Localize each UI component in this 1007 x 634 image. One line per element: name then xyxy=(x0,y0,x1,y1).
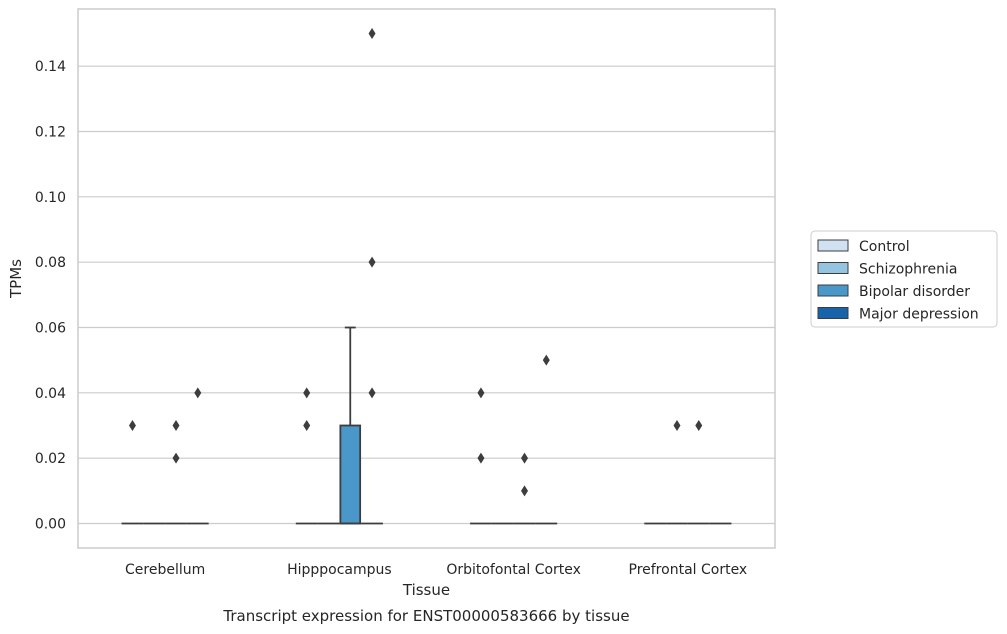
box-orbitofontal-cortex-major-depression xyxy=(535,354,558,525)
box-prefrontal-cortex-schizophrenia xyxy=(666,420,688,525)
x-tick-label: Cerebellum xyxy=(125,562,205,578)
box-cerebellum-control xyxy=(121,420,144,525)
legend-swatch xyxy=(817,262,849,274)
box-prefrontal-cortex-bipolar-disorder xyxy=(687,420,710,525)
box-hipppocampus-major-depression xyxy=(361,28,383,525)
legend-swatch xyxy=(817,307,849,319)
outlier-point xyxy=(368,387,376,399)
outlier-point xyxy=(128,420,136,431)
outlier-point xyxy=(303,387,311,399)
legend-frame xyxy=(810,230,998,328)
y-tick-label: 0.10 xyxy=(35,190,66,206)
y-tick-label: 0.14 xyxy=(35,59,66,75)
plot-frame xyxy=(77,8,776,549)
x-tick-label: Orbitofontal Cortex xyxy=(446,562,581,578)
y-axis-label: TPMs xyxy=(7,259,25,299)
outlier-point xyxy=(695,420,703,431)
outlier-point xyxy=(542,354,550,366)
box-cerebellum-bipolar-disorder xyxy=(165,420,187,525)
box-orbitofontal-cortex-bipolar-disorder xyxy=(513,452,536,525)
chart-caption: Transcript expression for ENST0000058366… xyxy=(222,607,629,625)
legend: Control Schizophrenia Bipolar disorder Majo… xyxy=(810,230,998,328)
box-cerebellum-major-depression xyxy=(186,387,209,525)
outlier-point xyxy=(194,387,202,399)
legend-swatch xyxy=(817,239,849,252)
gridlines xyxy=(78,65,775,525)
legend-swatch xyxy=(817,284,849,297)
y-tick-label: 0.08 xyxy=(35,255,66,271)
box-hipppocampus-control xyxy=(295,387,318,525)
y-tick-label: 0.06 xyxy=(35,321,66,337)
outlier-point xyxy=(172,420,180,431)
box-hipppocampus-bipolar-disorder xyxy=(339,326,362,525)
legend-label: Bipolar disorder xyxy=(859,284,970,300)
outlier-point xyxy=(477,452,485,464)
x-tick-label: Prefrontal Cortex xyxy=(629,562,748,578)
outlier-point xyxy=(303,420,311,431)
y-tick-label: 0.02 xyxy=(35,451,66,467)
y-tick-labels: 0.00 0.02 0.04 0.06 0.08 0.10 0.12 0.14 xyxy=(35,59,66,532)
x-tick-label: Hipppocampus xyxy=(287,562,392,578)
y-tick-label: 0.00 xyxy=(35,517,66,533)
box-orbitofontal-cortex-control xyxy=(470,387,492,525)
outlier-point xyxy=(521,485,529,497)
legend-label: Major depression xyxy=(859,307,979,323)
x-tick-labels: Cerebellum Hipppocampus Orbitofontal Corte… xyxy=(125,562,747,578)
outlier-point xyxy=(521,452,529,464)
outlier-point xyxy=(368,256,376,268)
outlier-point xyxy=(477,387,485,399)
y-tick-label: 0.12 xyxy=(35,125,66,141)
legend-label: Control xyxy=(859,239,910,255)
legend-item-bipolar-disorder: Bipolar disorder xyxy=(817,284,970,300)
legend-label: Schizophrenia xyxy=(859,262,957,278)
x-axis-label: Tissue xyxy=(402,581,450,599)
outlier-point xyxy=(172,452,180,464)
legend-item-control: Control xyxy=(817,239,910,255)
y-tick-label: 0.04 xyxy=(35,386,66,402)
outlier-point xyxy=(368,28,376,39)
legend-item-major-depression: Major depression xyxy=(817,307,979,323)
legend-item-schizophrenia: Schizophrenia xyxy=(817,262,957,278)
outlier-point xyxy=(673,420,681,431)
box-body xyxy=(339,424,362,525)
boxes xyxy=(121,28,732,525)
